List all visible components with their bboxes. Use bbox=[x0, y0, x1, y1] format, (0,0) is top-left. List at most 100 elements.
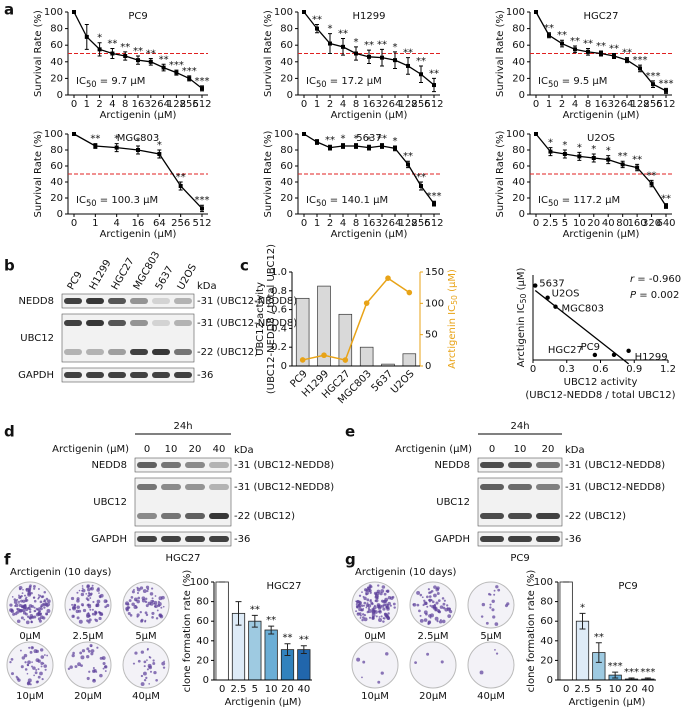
y-tick-label: 20 bbox=[50, 193, 63, 204]
colony bbox=[155, 678, 158, 682]
colony bbox=[86, 647, 90, 651]
colony bbox=[362, 660, 366, 664]
colony bbox=[356, 606, 359, 609]
x-tick-label: 512 bbox=[424, 218, 443, 229]
colony bbox=[358, 605, 361, 608]
x-tick-label: 5 bbox=[596, 684, 602, 695]
colony bbox=[369, 585, 373, 589]
x-tick-label: 0 bbox=[530, 364, 536, 375]
y-tick-label: 100 bbox=[506, 129, 525, 140]
ic50-point bbox=[363, 300, 370, 306]
blot-strip bbox=[134, 457, 232, 473]
x-tick-label: 256 bbox=[180, 99, 199, 110]
blot-band bbox=[536, 513, 560, 519]
colony bbox=[87, 588, 91, 592]
x-tick-label: 40 bbox=[297, 684, 310, 695]
error-bar bbox=[235, 601, 242, 626]
y-tick-label: 40 bbox=[512, 177, 525, 188]
significance: ** bbox=[570, 36, 580, 47]
colony bbox=[39, 600, 43, 604]
bar bbox=[559, 581, 573, 681]
colony bbox=[366, 586, 370, 590]
x-tick-label: 4 bbox=[113, 218, 119, 229]
colony bbox=[87, 612, 90, 615]
bar bbox=[248, 620, 262, 681]
colony bbox=[42, 603, 46, 607]
colony bbox=[371, 616, 375, 620]
data-point bbox=[606, 157, 611, 162]
blot-band bbox=[108, 372, 126, 378]
blot-band bbox=[152, 298, 170, 304]
significance: ** bbox=[377, 39, 387, 50]
x-axis-label: Arctigenin (μM) bbox=[100, 110, 177, 121]
dose-label: 40μM bbox=[477, 691, 505, 702]
significance: ** bbox=[596, 41, 606, 52]
colony bbox=[491, 599, 495, 604]
marker-label: -22 (UBC12) bbox=[565, 511, 626, 522]
blot-strip bbox=[134, 531, 232, 547]
colony bbox=[95, 603, 100, 608]
colony bbox=[127, 611, 131, 615]
y2-axis-label: Arctigenin IC50 (μM) bbox=[447, 269, 459, 369]
data-point bbox=[562, 152, 567, 156]
ic50-point bbox=[321, 352, 327, 359]
panel-letter: c bbox=[240, 257, 249, 275]
colony bbox=[99, 673, 103, 678]
data-point bbox=[341, 44, 345, 49]
colony bbox=[40, 661, 44, 666]
y-tick-label: 100 bbox=[44, 7, 63, 18]
data-point bbox=[380, 144, 384, 148]
data-point bbox=[302, 10, 306, 14]
blot-band bbox=[209, 513, 229, 519]
colony bbox=[442, 606, 446, 610]
ic50-label: IC50 = 140.1 μM bbox=[306, 195, 388, 208]
error-bar bbox=[251, 614, 258, 628]
blot-row-label: GAPDH bbox=[18, 370, 54, 381]
data-point bbox=[315, 26, 319, 31]
colony bbox=[143, 665, 146, 668]
lane-label: 10 bbox=[514, 444, 527, 455]
blot-band bbox=[508, 536, 532, 542]
lane-label: 40 bbox=[213, 444, 226, 455]
colony bbox=[131, 602, 135, 606]
colony bbox=[24, 661, 27, 664]
blot-band bbox=[174, 349, 192, 355]
blot-band bbox=[137, 484, 157, 490]
colony bbox=[378, 616, 381, 618]
colony bbox=[11, 596, 14, 598]
colony bbox=[425, 612, 428, 616]
colony bbox=[163, 660, 165, 663]
colony bbox=[149, 670, 153, 673]
blot-band bbox=[480, 536, 504, 542]
colony bbox=[418, 609, 421, 613]
significance: * bbox=[548, 138, 553, 149]
significance: ** bbox=[416, 172, 426, 183]
colony bbox=[24, 668, 28, 671]
y-tick-label: 0.6 bbox=[271, 305, 287, 316]
ic50-line bbox=[302, 277, 410, 361]
panel-letter: f bbox=[4, 551, 11, 569]
ic50-label-part: IC bbox=[538, 76, 548, 87]
colony bbox=[29, 650, 33, 654]
colony bbox=[125, 608, 129, 612]
bar bbox=[359, 346, 374, 367]
x-tick-label: 256 bbox=[171, 218, 190, 229]
colony bbox=[412, 603, 415, 606]
data-point bbox=[136, 58, 140, 63]
error-bar bbox=[612, 671, 619, 679]
colony bbox=[493, 589, 496, 592]
colony bbox=[43, 591, 47, 594]
dish bbox=[467, 641, 515, 689]
significance: ** bbox=[622, 48, 632, 59]
colony bbox=[429, 617, 432, 619]
dose-label: 5μM bbox=[135, 631, 156, 642]
blot-band bbox=[86, 298, 104, 304]
blot-band bbox=[108, 298, 126, 304]
colony bbox=[30, 620, 34, 624]
colony bbox=[92, 678, 96, 682]
colony bbox=[436, 586, 440, 590]
colony bbox=[71, 654, 75, 658]
significance: * bbox=[341, 134, 346, 145]
colony bbox=[488, 592, 491, 596]
y-tick-label: 60 bbox=[280, 161, 293, 172]
